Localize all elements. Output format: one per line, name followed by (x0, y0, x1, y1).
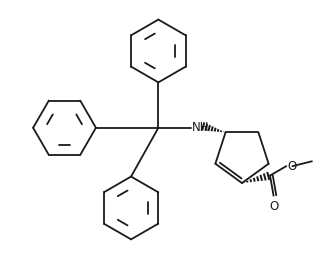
Text: O: O (288, 160, 297, 173)
Text: O: O (270, 200, 279, 213)
Text: NH: NH (192, 121, 209, 134)
